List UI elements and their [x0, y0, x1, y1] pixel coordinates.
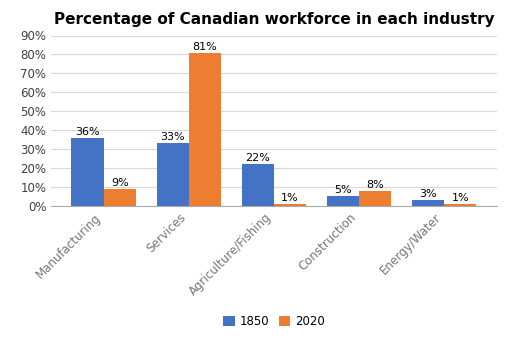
Bar	[359, 191, 391, 206]
Text: 1%: 1%	[281, 193, 299, 203]
Text: 8%: 8%	[366, 180, 384, 190]
Text: 5%: 5%	[334, 185, 352, 196]
Bar	[444, 204, 476, 206]
Legend: 1850, 2020: 1850, 2020	[218, 311, 330, 333]
Bar	[104, 189, 136, 206]
Title: Percentage of Canadian workforce in each industry: Percentage of Canadian workforce in each…	[54, 12, 494, 27]
Bar	[242, 164, 274, 206]
Bar	[189, 53, 221, 206]
Bar	[412, 200, 444, 206]
Bar	[157, 143, 189, 206]
Text: 36%: 36%	[75, 127, 100, 137]
Text: 33%: 33%	[160, 132, 185, 142]
Bar	[327, 196, 359, 206]
Text: 1%: 1%	[452, 193, 469, 203]
Bar	[274, 204, 306, 206]
Text: 3%: 3%	[419, 189, 437, 199]
Text: 22%: 22%	[245, 153, 270, 163]
Text: 9%: 9%	[111, 178, 129, 188]
Bar	[72, 138, 104, 206]
Text: 81%: 81%	[193, 42, 218, 51]
